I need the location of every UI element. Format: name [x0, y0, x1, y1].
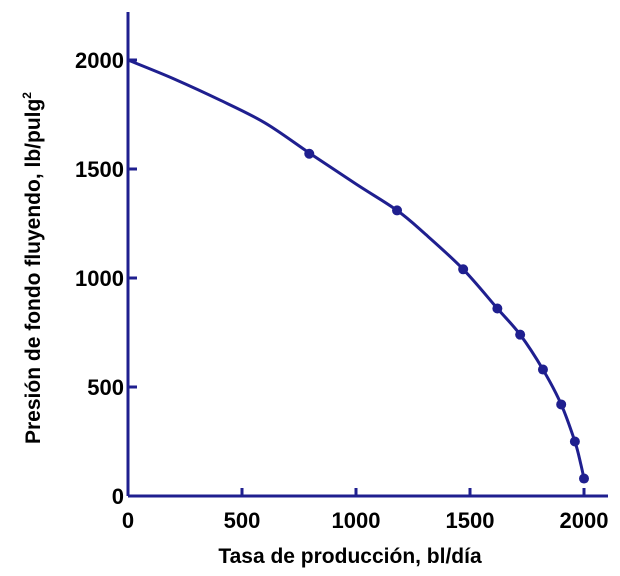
x-axis-title: Tasa de producción, bl/día — [218, 545, 482, 568]
x-tick-label: 1000 — [332, 508, 381, 533]
x-tick-label: 1500 — [446, 508, 495, 533]
data-point — [556, 399, 567, 410]
data-point — [537, 364, 548, 375]
y-tick-label: 0 — [112, 484, 124, 509]
x-tick-label: 2000 — [560, 508, 609, 533]
x-tick-label: 500 — [224, 508, 261, 533]
data-points — [304, 148, 589, 484]
y-tick-label: 500 — [87, 375, 124, 400]
data-point — [515, 329, 526, 340]
y-axis-title: Presión de fondo fluyendo, lb/pulg2 — [20, 92, 45, 444]
data-point — [492, 303, 503, 314]
y-axis-title-main: Presión de fondo fluyendo, lb/pulg — [22, 99, 45, 444]
x-tick-label: 0 — [122, 508, 134, 533]
y-tick-label: 2000 — [75, 48, 124, 73]
y-tick-label: 1500 — [75, 157, 124, 182]
data-point — [458, 264, 469, 275]
series-curve — [127, 58, 586, 479]
x-ticks: 0 500 1000 1500 2000 — [122, 488, 609, 533]
data-point — [304, 148, 315, 159]
y-ticks: 0 500 1000 1500 2000 — [75, 48, 137, 509]
y-axis-title-superscript: 2 — [20, 92, 34, 99]
data-point — [579, 473, 589, 484]
data-point — [569, 436, 580, 447]
y-tick-label: 1000 — [75, 266, 124, 291]
data-point — [392, 205, 403, 216]
axes — [126, 12, 608, 498]
